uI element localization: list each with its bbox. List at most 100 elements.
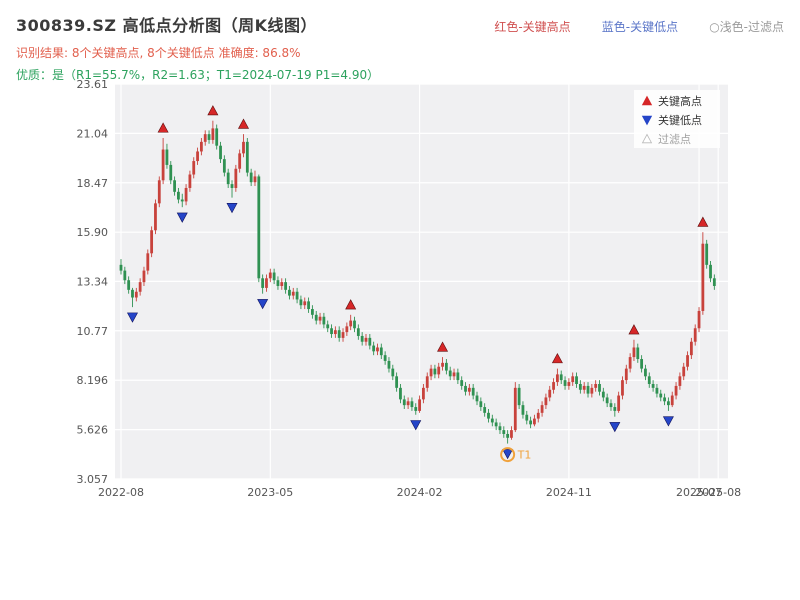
candle-up — [670, 395, 674, 406]
t1-circle — [500, 447, 516, 463]
x-tick-label: 2023-05 — [247, 486, 293, 499]
candle-down — [494, 422, 498, 427]
key-high-marker — [237, 118, 249, 129]
candle-down — [295, 291, 299, 300]
candle-down — [383, 355, 387, 361]
candle-down — [498, 426, 502, 431]
candle-up — [280, 282, 284, 286]
x-tick-label: 2024-02 — [397, 486, 443, 499]
key-high-marker — [551, 352, 563, 364]
candle-down — [709, 264, 712, 279]
candle-up — [425, 376, 429, 388]
candle-down — [651, 384, 655, 388]
y-tick-label: 18.47 — [77, 177, 109, 190]
candle-down — [601, 391, 605, 398]
candle-up — [510, 430, 513, 438]
candle-up — [452, 372, 456, 377]
candle-down — [249, 172, 253, 183]
candle-down — [667, 401, 670, 406]
header: 300839.SZ 高低点分析图（周K线图） 红色-关键高点 蓝色-关键低点 ○… — [0, 0, 800, 83]
candle-up — [406, 401, 410, 406]
candle-up — [291, 291, 295, 296]
key-high-marker — [345, 299, 357, 310]
candle-down — [506, 433, 510, 438]
key-high-marker — [437, 341, 449, 352]
candle-up — [184, 187, 188, 202]
candle-down — [502, 430, 506, 434]
candle-down — [261, 278, 265, 288]
candle-down — [123, 270, 127, 281]
candle-up — [567, 382, 571, 386]
candle-up — [429, 368, 433, 377]
candle-down — [314, 314, 318, 321]
legend-item-label: 关键低点 — [658, 113, 702, 127]
candle-up — [150, 230, 154, 254]
candle-up — [701, 243, 705, 311]
candle-down — [479, 401, 483, 408]
legend-triangle-up-icon — [641, 95, 653, 106]
candle-down — [575, 376, 578, 385]
candle-up — [544, 397, 548, 406]
candle-down — [490, 418, 494, 423]
candle-up — [533, 418, 536, 425]
key-low-marker — [410, 420, 422, 431]
key-low-marker — [226, 203, 238, 214]
candle-down — [169, 164, 173, 181]
x-tick-label: 2025-08 — [695, 486, 741, 499]
candle-down — [272, 272, 276, 281]
top-legend: 红色-关键高点 蓝色-关键低点 ○浅色-过滤点 — [468, 16, 784, 35]
candle-up — [422, 387, 425, 400]
candle-up — [265, 278, 268, 288]
candle-down — [456, 372, 460, 381]
candle-up — [467, 387, 471, 392]
candle-up — [341, 332, 345, 338]
candle-down — [288, 289, 291, 296]
candle-down — [245, 141, 249, 173]
candle-up — [582, 385, 586, 390]
candle-down — [173, 180, 176, 192]
candle-down — [605, 397, 609, 404]
candle-down — [529, 420, 532, 425]
candle-down — [433, 368, 437, 375]
y-tick-label: 8.196 — [77, 374, 109, 387]
candle-up — [678, 376, 682, 386]
candle-down — [636, 347, 640, 360]
candle-down — [276, 280, 280, 286]
candle-down — [368, 337, 372, 346]
candle-up — [303, 301, 307, 306]
candle-down — [356, 328, 360, 336]
candle-down — [372, 345, 376, 352]
candle-up — [238, 153, 242, 169]
candle-down — [644, 368, 647, 377]
candle-down — [311, 309, 314, 315]
candle-up — [686, 355, 689, 367]
candle-up — [196, 151, 199, 162]
candle-up — [632, 347, 636, 358]
candle-up — [364, 337, 368, 342]
candle-up — [418, 399, 421, 411]
candle-down — [460, 380, 464, 386]
legend-triangle-down-icon — [641, 115, 653, 126]
candle-down — [521, 405, 525, 415]
candle-down — [471, 387, 475, 396]
candle-up — [134, 291, 138, 298]
quality-line: 优质：是（R1=55.7%，R2=1.63；T1=2024-07-19 P1=4… — [16, 68, 380, 82]
candle-down — [387, 360, 391, 369]
candle-down — [299, 299, 303, 306]
candle-up — [146, 253, 150, 271]
candle-down — [284, 282, 288, 290]
candle-up — [552, 382, 555, 390]
candle-down — [414, 407, 418, 411]
candle-up — [253, 176, 257, 183]
candle-down — [647, 376, 651, 385]
candle-up — [199, 141, 203, 152]
candle-up — [157, 180, 161, 204]
key-high-marker — [207, 105, 219, 116]
candle-down — [655, 387, 659, 394]
candle-up — [242, 141, 245, 154]
key-high-marker — [628, 324, 640, 335]
candle-up — [318, 316, 322, 321]
candle-up — [437, 366, 441, 375]
candle-down — [444, 362, 448, 371]
